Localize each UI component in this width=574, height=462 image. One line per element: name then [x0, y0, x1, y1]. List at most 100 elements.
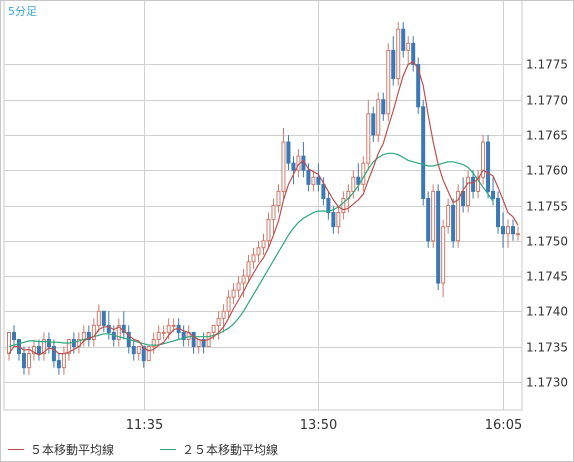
candle-body-up: [456, 190, 461, 242]
candle-body-up: [476, 176, 481, 192]
candle-body-up: [376, 99, 381, 136]
y-tick-label: 1.1750: [526, 235, 568, 249]
candle-body-down: [291, 162, 296, 171]
candle-body-up: [516, 233, 520, 236]
candle-body-up: [276, 190, 281, 206]
candle-body-up: [211, 324, 216, 333]
candle-body-down: [331, 212, 336, 228]
candle-body-up: [341, 197, 346, 214]
candle-body-up: [221, 310, 226, 319]
legend-item-ma25: ２５本移動平均線: [160, 441, 278, 458]
candle-body-up: [386, 49, 391, 115]
ma25-line: [8, 152, 494, 348]
candle-body-up: [166, 324, 171, 333]
candle-body-up: [171, 324, 176, 327]
candle-body-up: [271, 205, 276, 221]
candle-body-up: [216, 317, 221, 326]
candle-body-up: [241, 275, 246, 284]
candle-body-up: [311, 176, 316, 185]
candle-body-up: [161, 331, 166, 334]
candle-body-down: [436, 190, 441, 284]
legend-line-ma25: [160, 449, 176, 450]
candle-body-up: [281, 141, 286, 192]
candle-body-down: [321, 183, 326, 199]
candle-body-up: [366, 113, 371, 164]
candle-body-up: [351, 176, 356, 192]
candle-body-up: [446, 205, 451, 228]
x-tick-label: 13:50: [300, 418, 337, 433]
candle-body-down: [86, 331, 91, 340]
candle-body-up: [136, 346, 141, 355]
candle-body-down: [496, 197, 501, 228]
candle-body-up: [396, 28, 401, 80]
candle-body-down: [181, 331, 186, 340]
candle-body-up: [81, 331, 86, 340]
candle-body-down: [356, 176, 361, 185]
candle-body-up: [226, 296, 231, 312]
candle-body-up: [506, 226, 511, 235]
candle-body-up: [91, 324, 96, 340]
candle-body-up: [441, 226, 446, 284]
x-tick-label: 16:05: [485, 418, 522, 433]
candle-body-down: [371, 113, 376, 136]
candle-body-up: [31, 346, 36, 355]
candle-body-down: [511, 226, 516, 235]
candle-body-up: [26, 353, 31, 369]
candle-body-up: [66, 338, 71, 355]
candle-body-down: [46, 338, 51, 348]
candle-body-down: [306, 169, 311, 185]
candle-body-up: [256, 247, 261, 256]
candle-body-up: [246, 261, 251, 277]
candle-body-up: [7, 331, 11, 355]
candle-body-up: [251, 254, 256, 263]
candle-body-up: [266, 219, 271, 242]
candle-body-down: [486, 141, 491, 192]
candle-body-down: [131, 346, 136, 355]
candle-body-down: [51, 346, 56, 362]
candle-body-down: [381, 99, 386, 115]
candle-body-down: [421, 106, 426, 199]
candle-body-up: [146, 346, 151, 362]
y-tick-label: 1.1760: [526, 164, 568, 178]
y-tick-label: 1.1765: [526, 129, 568, 143]
chart-title: 5分足: [8, 5, 37, 18]
candle-body-down: [121, 324, 126, 333]
candle-body-up: [116, 324, 121, 340]
candle-body-up: [151, 338, 156, 348]
candle-body-down: [36, 346, 41, 355]
y-tick-label: 1.1755: [526, 200, 568, 214]
candle-body-down: [316, 176, 321, 185]
candle-body-up: [431, 190, 436, 242]
candle-body-down: [106, 324, 111, 333]
candle-body-down: [201, 338, 206, 348]
legend-line-ma5: [8, 449, 24, 450]
chart-legend: ５本移動平均線 ２５本移動平均線: [0, 437, 572, 461]
candle-body-up: [361, 162, 366, 185]
candle-body-up: [261, 240, 266, 249]
candle-body-up: [61, 353, 66, 369]
candle-body-down: [326, 197, 331, 214]
candle-body-down: [501, 226, 506, 235]
y-tick-label: 1.1775: [526, 58, 568, 72]
candle-body-down: [141, 346, 146, 362]
candle-body-down: [101, 310, 106, 326]
y-tick-label: 1.1740: [526, 305, 568, 319]
candle-body-down: [56, 360, 61, 369]
candle-body-down: [491, 190, 496, 199]
legend-label-ma5: ５本移動平均線: [30, 443, 115, 457]
y-tick-label: 1.1735: [526, 341, 568, 355]
candle-body-down: [416, 63, 421, 108]
candle-body-down: [191, 331, 196, 348]
candle-body-down: [471, 176, 476, 192]
candle-body-up: [231, 289, 236, 298]
y-tick-label: 1.1730: [526, 376, 568, 390]
candle-body-up: [41, 338, 46, 355]
candle-body-down: [401, 28, 406, 51]
candle-body-down: [411, 42, 416, 65]
candle-body-up: [481, 141, 486, 178]
y-tick-label: 1.1770: [526, 94, 568, 108]
candle-body-down: [11, 331, 16, 340]
legend-item-ma5: ５本移動平均線: [8, 441, 114, 458]
